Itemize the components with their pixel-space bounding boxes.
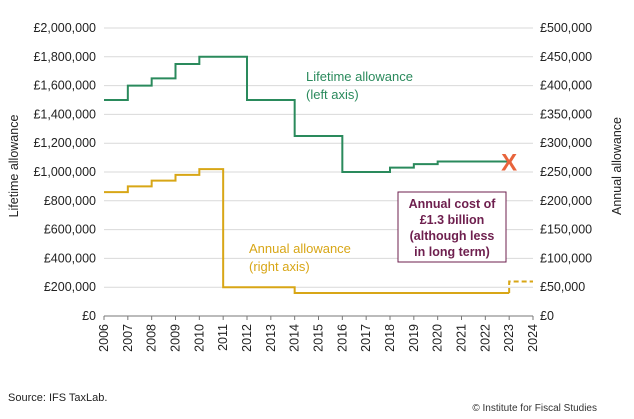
svg-text:(although less: (although less — [410, 229, 495, 243]
right-tick-label: £350,000 — [540, 107, 592, 121]
x-tick-label: 2022 — [478, 324, 492, 352]
x-tick-label: 2012 — [240, 324, 254, 352]
x-tick-label: 2016 — [335, 324, 349, 352]
x-tick-label: 2014 — [288, 324, 302, 352]
x-tick-label: 2011 — [216, 324, 230, 351]
right-tick-label: £100,000 — [540, 251, 592, 265]
x-tick-label: 2010 — [192, 324, 206, 352]
left-tick-label: £1,800,000 — [33, 50, 96, 64]
gridlines — [104, 27, 533, 317]
left-tick-label: £0 — [82, 309, 96, 323]
left-tick-label: £1,600,000 — [33, 79, 96, 93]
annual-allowance-projection — [508, 280, 533, 293]
x-tick-label: 2017 — [359, 324, 373, 352]
source-note: Source: IFS TaxLab. — [8, 392, 108, 404]
svg-text:Annual cost of: Annual cost of — [409, 197, 497, 211]
x-tick-label: 2023 — [502, 324, 516, 352]
x-tick-label: 2019 — [407, 324, 421, 352]
right-tick-label: £50,000 — [540, 280, 585, 294]
ifs-credit: © Institute for Fiscal Studies — [472, 403, 597, 414]
lifetime-allowance-label: Lifetime allowance (left axis) — [306, 69, 413, 102]
lifetime-allowance-line — [104, 55, 510, 173]
svg-text:£1.3 billion: £1.3 billion — [420, 213, 485, 227]
x-axis-ticks: 2006 2007 2008 2009 2010 2011 2012 2013 2014 2015… — [97, 316, 540, 352]
left-tick-label: £400,000 — [44, 251, 96, 265]
svg-text:(left axis): (left axis) — [306, 87, 359, 102]
left-tick-label: £600,000 — [44, 223, 96, 237]
annual-allowance-label: Annual allowance (right axis) — [249, 241, 351, 274]
x-tick-label: 2013 — [264, 324, 278, 352]
right-tick-label: £0 — [540, 309, 554, 323]
series-layer — [104, 55, 533, 294]
right-axis-title: Annual allowance — [610, 117, 624, 215]
left-tick-label: £2,000,000 — [33, 21, 96, 35]
x-tick-label: 2008 — [145, 324, 159, 352]
right-tick-label: £250,000 — [540, 165, 592, 179]
left-axis-ticks: £0 £200,000 £400,000 £600,000 £800,000 £1,000… — [33, 21, 96, 323]
x-tick-label: 2015 — [312, 324, 326, 352]
x-tick-label: 2024 — [526, 324, 540, 352]
left-tick-label: £800,000 — [44, 194, 96, 208]
right-tick-label: £500,000 — [540, 21, 592, 35]
left-tick-label: £200,000 — [44, 280, 96, 294]
x-tick-label: 2018 — [383, 324, 397, 352]
svg-text:Annual allowance: Annual allowance — [249, 241, 351, 256]
right-tick-label: £400,000 — [540, 79, 592, 93]
left-axis-title: Lifetime allowance — [7, 115, 21, 218]
svg-text:in long term): in long term) — [414, 245, 490, 259]
svg-text:Lifetime allowance: Lifetime allowance — [306, 69, 413, 84]
right-tick-label: £300,000 — [540, 136, 592, 150]
x-tick-label: 2021 — [455, 324, 469, 352]
abolition-x-marker: X — [501, 149, 517, 176]
left-tick-label: £1,400,000 — [33, 107, 96, 121]
annual-allowance-line — [104, 168, 510, 294]
right-tick-label: £450,000 — [540, 50, 592, 64]
right-tick-label: £150,000 — [540, 223, 592, 237]
pension-allowance-chart: Lifetime allowance Annual allowance £0 £2… — [7, 21, 624, 352]
annual-cost-box: Annual cost of £1.3 billion (although le… — [397, 191, 507, 263]
right-axis-ticks: £0 £50,000 £100,000 £150,000 £200,000 £250,00… — [540, 21, 592, 323]
left-tick-label: £1,200,000 — [33, 136, 96, 150]
x-tick-label: 2007 — [121, 324, 135, 352]
svg-text:(right axis): (right axis) — [249, 259, 310, 274]
x-tick-label: 2009 — [169, 324, 183, 352]
x-tick-label: 2020 — [431, 324, 445, 352]
left-tick-label: £1,000,000 — [33, 165, 96, 179]
x-tick-label: 2006 — [97, 324, 111, 352]
right-tick-label: £200,000 — [540, 194, 592, 208]
